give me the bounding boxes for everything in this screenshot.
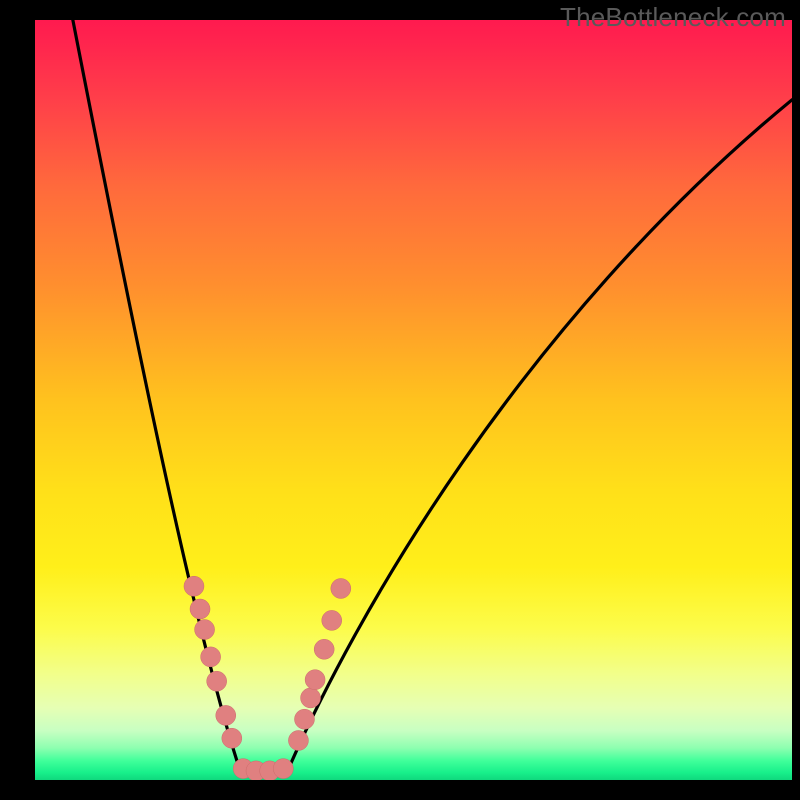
highlight-marker: [305, 670, 325, 690]
bottleneck-curve: [73, 20, 792, 770]
chart-frame: TheBottleneck.com: [0, 0, 800, 800]
curve-layer: [35, 20, 792, 780]
highlight-marker: [331, 578, 351, 598]
highlight-marker: [273, 759, 293, 779]
highlight-marker: [216, 705, 236, 725]
highlight-marker: [294, 709, 314, 729]
highlight-marker: [195, 620, 215, 640]
plot-area: [35, 20, 792, 780]
highlight-marker: [314, 639, 334, 659]
highlight-marker: [184, 576, 204, 596]
highlight-marker: [201, 647, 221, 667]
highlight-marker: [222, 728, 242, 748]
highlight-marker: [207, 671, 227, 691]
highlight-marker: [288, 730, 308, 750]
highlight-marker: [322, 610, 342, 630]
watermark-text: TheBottleneck.com: [560, 2, 786, 33]
highlight-marker: [190, 599, 210, 619]
highlight-marker: [301, 688, 321, 708]
